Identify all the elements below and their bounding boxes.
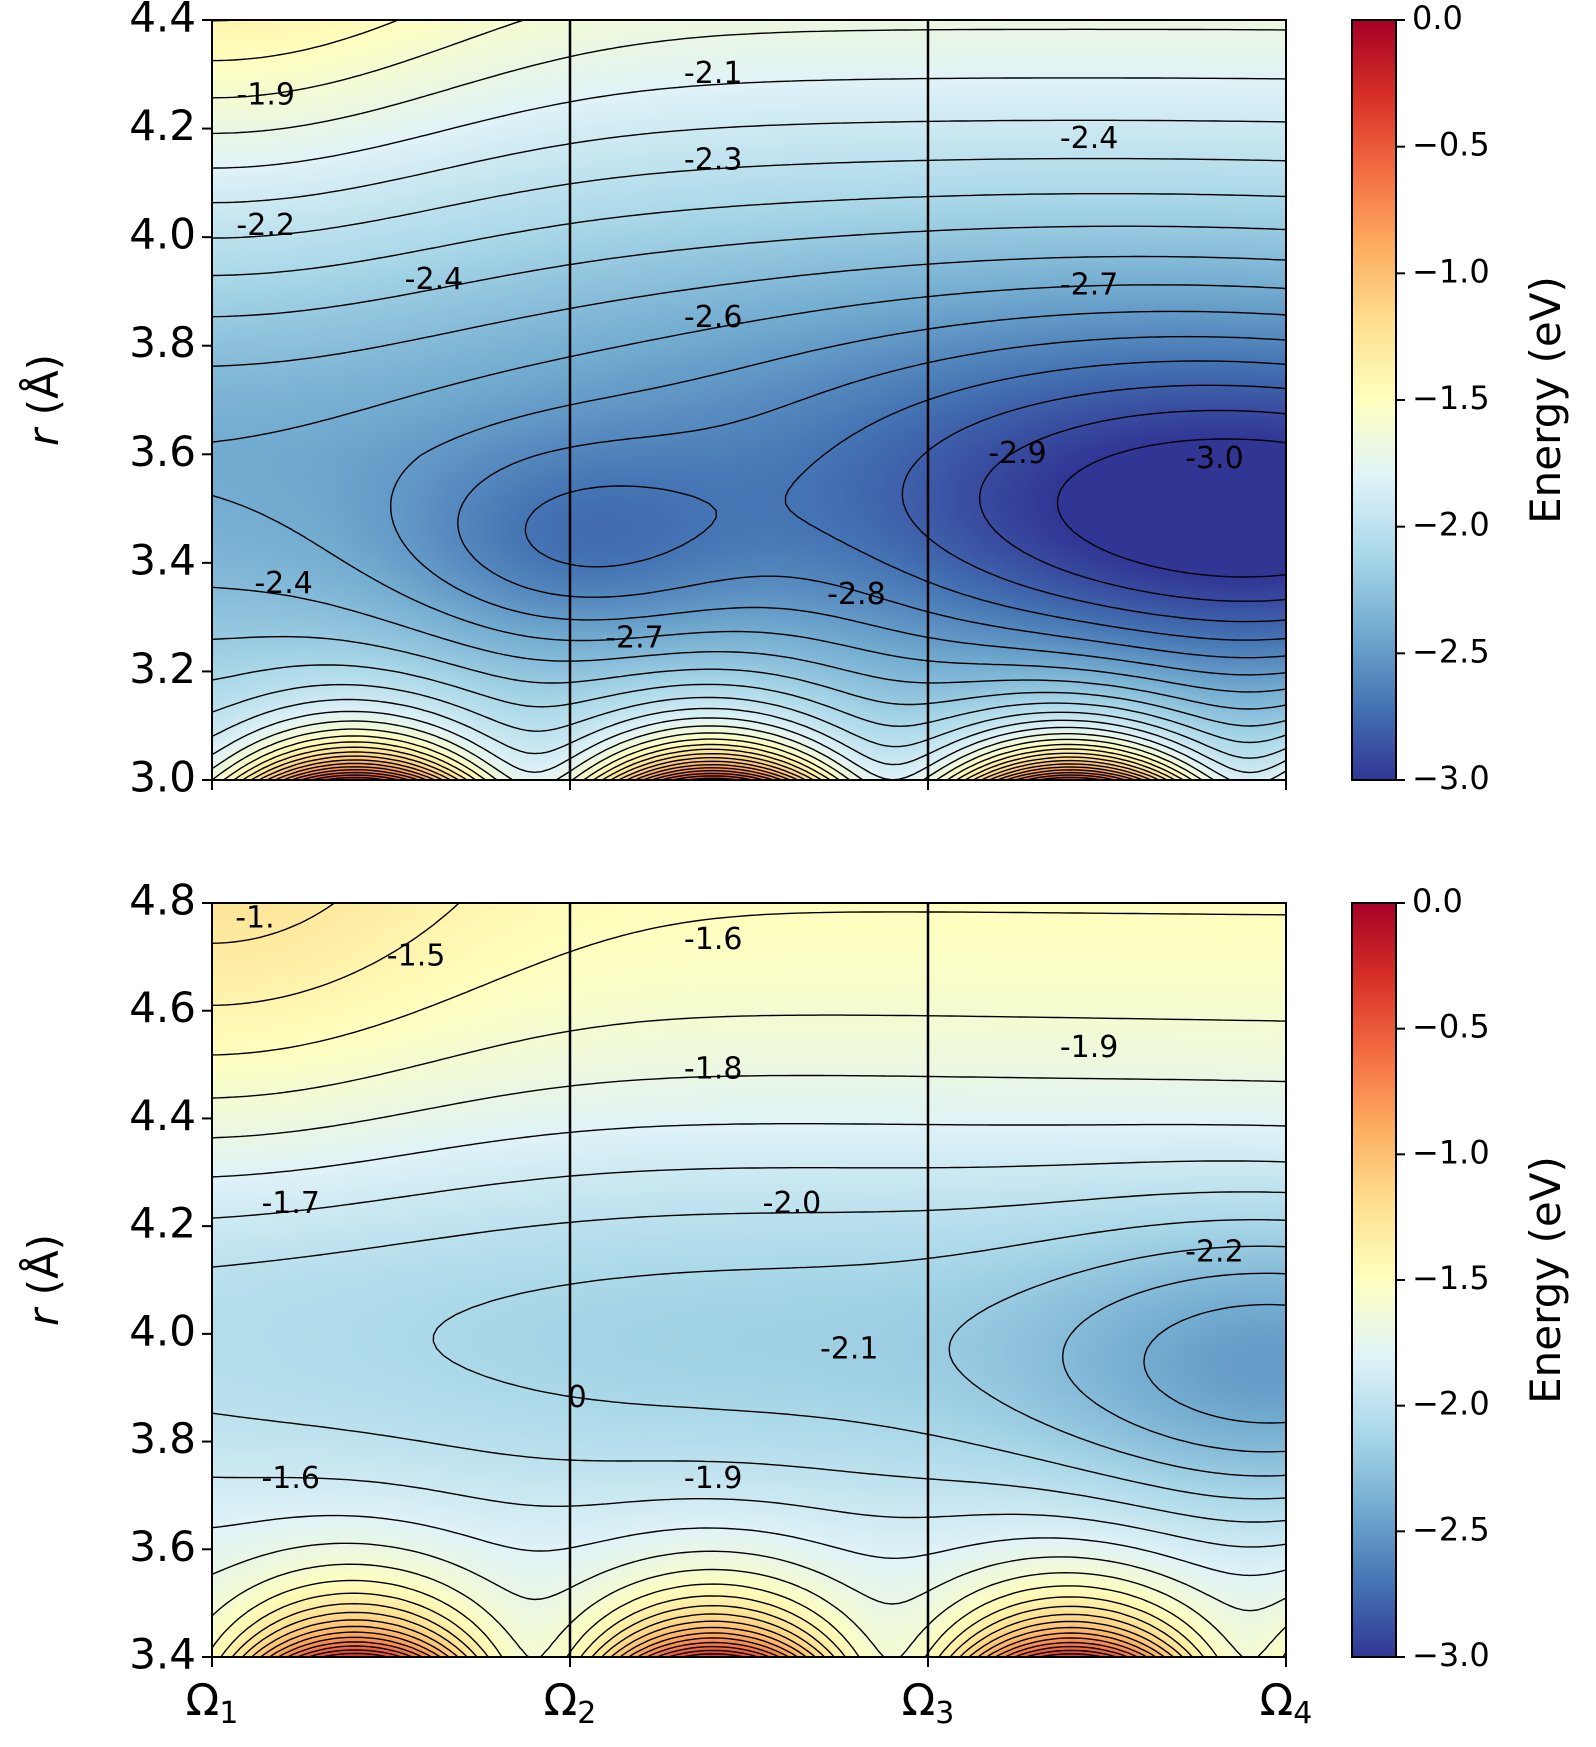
colorbar-tick-label: −2.0: [1412, 1385, 1490, 1423]
contour-label: -1.7: [261, 1186, 320, 1221]
energy-surface: [212, 903, 1286, 1657]
contour-label: -1.9: [236, 78, 295, 113]
colorbar-tick-label: −2.0: [1412, 506, 1490, 544]
contour-label: -3.0: [1185, 441, 1244, 476]
x-tick-label: Ω4: [1260, 1675, 1313, 1731]
colorbar-tick-label: −2.5: [1412, 1510, 1490, 1548]
contour-label: -2.4: [405, 262, 464, 297]
y-tick-label: 4.8: [129, 876, 196, 925]
contour-label: -2.7: [605, 620, 664, 655]
y-tick-label: 3.2: [129, 644, 196, 693]
colorbar-tick-label: −1.5: [1412, 379, 1490, 417]
contour-label: -1.6: [261, 1461, 320, 1496]
plot-frame: [211, 902, 1287, 1658]
x-tick-label: Ω3: [902, 1675, 955, 1731]
colorbar-tick-label: −0.5: [1412, 126, 1490, 164]
contour-label: -1.6: [684, 922, 743, 957]
contour-label: -2.1: [820, 1332, 879, 1367]
colorbar-gradient: [1351, 19, 1397, 781]
colorbar-label: Energy (eV): [1521, 276, 1570, 524]
contour-label: -1.9: [1060, 1030, 1119, 1065]
contour-label: 0: [568, 1380, 587, 1415]
panel-bottom: -1. -1.5 -1.6 -1.8 -1.9 -1.7 -2.0 -2.2 -2.1 -1.6 -…: [18, 876, 1570, 1732]
contour-label: -2.2: [236, 208, 295, 243]
contour-label: -1.: [235, 901, 274, 936]
colorbar: 0.0 −0.5 −1.0 −1.5 −2.0 −2.5 −3.0 Energy (eV): [1351, 0, 1570, 797]
colorbar-tick-label: −3.0: [1412, 1636, 1490, 1674]
colorbar-tick-label: −1.0: [1412, 252, 1490, 290]
panel-top: -1.9 -2.1 -2.3 -2.4 -2.2 -2.4 -2.6 -2.7 -2.9 -3.0…: [18, 0, 1570, 802]
contour-label: -1.8: [684, 1051, 743, 1086]
colorbar-tick-label: −1.0: [1412, 1133, 1490, 1171]
colorbar-tick-label: −1.5: [1412, 1259, 1490, 1297]
colorbar-gradient: [1351, 902, 1397, 1658]
y-tick-label: 4.0: [129, 1306, 196, 1355]
colorbar-tick-label: −0.5: [1412, 1008, 1490, 1046]
y-axis-label: r (Å): [18, 1234, 68, 1326]
y-tick-label: 3.8: [129, 318, 196, 367]
contour-label: -2.6: [684, 300, 743, 335]
y-tick-label: 4.6: [129, 983, 196, 1032]
y-tick-label: 4.4: [129, 0, 196, 42]
y-tick-label: 3.6: [129, 1522, 196, 1571]
y-tick-label: 3.4: [129, 1630, 196, 1679]
contour-label: -2.7: [1060, 268, 1119, 303]
colorbar: 0.0 −0.5 −1.0 −1.5 −2.0 −2.5 −3.0 Energy (eV): [1351, 882, 1570, 1674]
y-tick-label: 4.0: [129, 210, 196, 259]
y-axis-label: r (Å): [18, 354, 68, 446]
colorbar-tick-label: 0.0: [1412, 0, 1463, 37]
contour-label: -2.8: [827, 577, 886, 612]
contour-label: -2.1: [684, 56, 743, 91]
plot-frame: [211, 19, 1287, 781]
contour-label: -1.9: [684, 1461, 743, 1496]
contour-label: -2.3: [684, 143, 743, 178]
y-tick-label: 4.2: [129, 101, 196, 150]
y-tick-label: 3.4: [129, 535, 196, 584]
y-tick-label: 4.2: [129, 1199, 196, 1248]
colorbar-tick-label: 0.0: [1412, 882, 1463, 920]
contour-label: -2.4: [1060, 121, 1119, 156]
x-tick-label: Ω1: [186, 1675, 239, 1731]
contour-label: -1.5: [387, 938, 446, 973]
y-tick-label: 3.6: [129, 427, 196, 476]
colorbar-tick-label: −2.5: [1412, 632, 1490, 670]
contour-label: -2.2: [1185, 1235, 1244, 1270]
y-tick-label: 4.4: [129, 1091, 196, 1140]
contour-lines: [211, 902, 1287, 1658]
contour-label: -2.9: [988, 436, 1047, 471]
contour-label: -2.0: [763, 1186, 822, 1221]
y-tick-label: 3.8: [129, 1414, 196, 1463]
contour-label: -2.4: [254, 566, 313, 601]
colorbar-label: Energy (eV): [1521, 1156, 1570, 1404]
colorbar-tick-label: −3.0: [1412, 759, 1490, 797]
contour-lines: [211, 19, 1287, 781]
y-tick-label: 3.0: [129, 753, 196, 802]
x-tick-label: Ω2: [544, 1675, 597, 1731]
energy-surface: [212, 20, 1286, 780]
